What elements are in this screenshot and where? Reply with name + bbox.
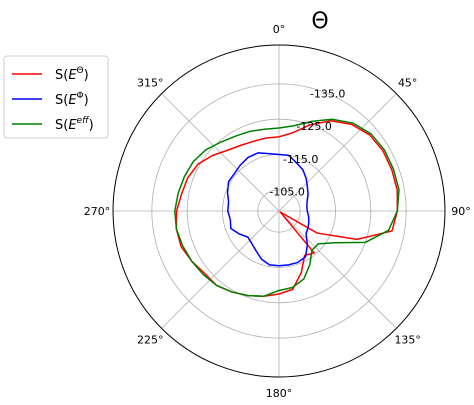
polar-grid bbox=[112, 44, 446, 378]
polar-frame bbox=[112, 44, 446, 378]
legend-box bbox=[3, 55, 109, 139]
r-tick-label: -105.0 bbox=[269, 185, 304, 198]
series-line bbox=[226, 152, 310, 267]
theta-gridline bbox=[161, 210, 280, 329]
series-line bbox=[175, 120, 399, 297]
legend: S(EΘ) S(EΦ) S(Eeff) bbox=[3, 55, 109, 139]
legend-label: S(Eeff) bbox=[55, 116, 94, 133]
theta-tick-label: 0° bbox=[273, 23, 286, 36]
series-line bbox=[174, 118, 400, 297]
chart-title: Θ bbox=[311, 9, 328, 34]
r-tick-label: -115.0 bbox=[283, 153, 318, 166]
legend-label: S(EΦ) bbox=[55, 91, 89, 108]
theta-tick-label: 45° bbox=[398, 76, 418, 89]
series-layer bbox=[174, 118, 400, 297]
theta-tick-label: 90° bbox=[451, 205, 471, 218]
r-tick-label: -135.0 bbox=[310, 88, 345, 101]
theta-tick-label: 315° bbox=[137, 76, 164, 89]
theta-gridline bbox=[278, 93, 397, 212]
theta-gridline bbox=[278, 210, 397, 329]
theta-tick-label: 135° bbox=[394, 334, 421, 347]
r-tick-label: -125.0 bbox=[296, 120, 331, 133]
theta-tick-label: 270° bbox=[84, 205, 111, 218]
theta-tick-label: 180° bbox=[266, 387, 293, 400]
axis-labels: 0° 45° 90° 135° 180° 225° 270° 315° -105.0 -115.0… bbox=[84, 23, 471, 400]
legend-label: S(EΘ) bbox=[55, 66, 89, 83]
theta-tick-label: 225° bbox=[137, 334, 164, 347]
